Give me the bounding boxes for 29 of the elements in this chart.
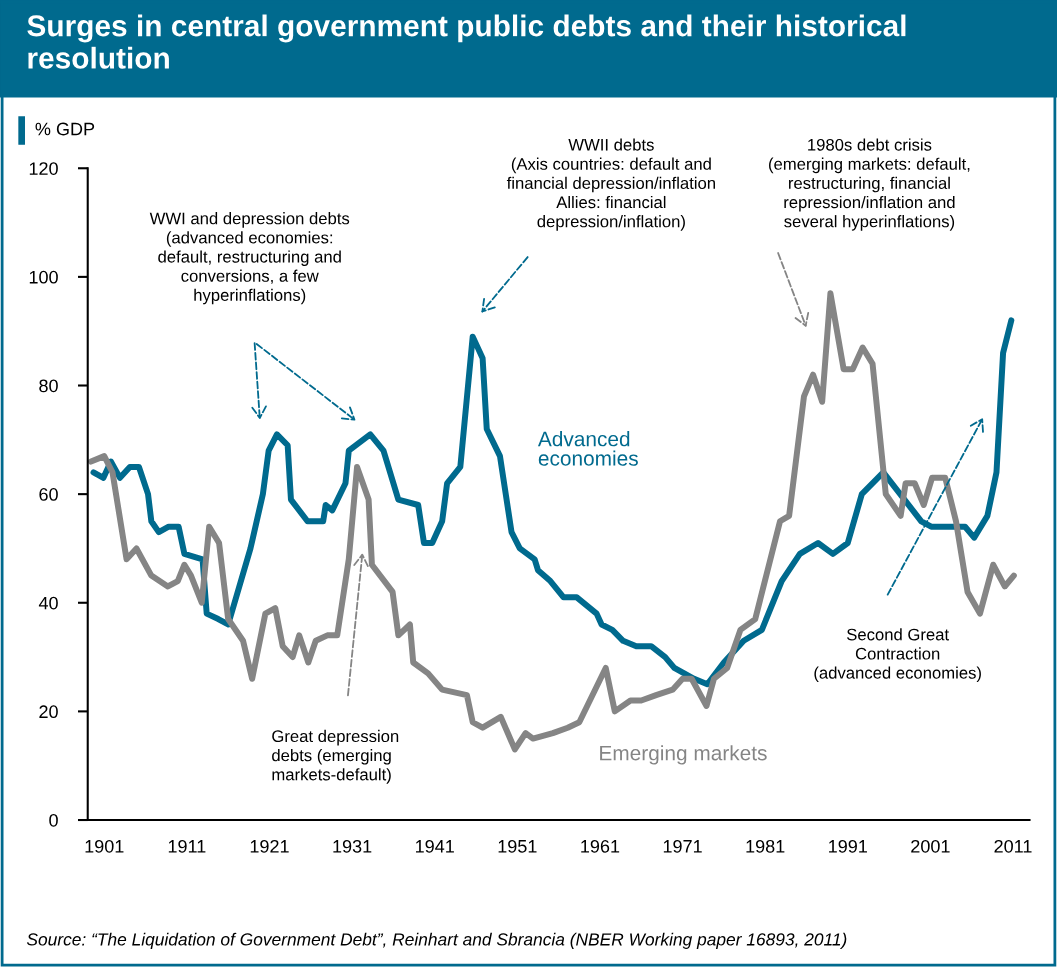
annotation: WWII debts (Axis countries: default and financial depression/inflation Allies: financial depression/inflation) bbox=[506, 138, 715, 231]
x-tick-label: 1911 bbox=[168, 839, 206, 853]
y-tick-label: 80 bbox=[39, 379, 58, 393]
chart-title: Surges in central government public debts and their historical resolution bbox=[27, 14, 906, 69]
source-note: Source: “The Liquidation of Government Debt”, Reinhart and Sbrancia (NBER Working paper 16893, 2011) bbox=[26, 932, 847, 949]
x-tick-label: 1951 bbox=[498, 839, 537, 853]
annotation: 1980s debt crisis (emerging markets: default, restructuring, financial repression/inflation and several hyperinflations) bbox=[769, 138, 970, 231]
series-label: Emerging markets bbox=[600, 745, 767, 765]
x-tick-label: 1931 bbox=[333, 839, 372, 853]
y-tick-label: 60 bbox=[39, 488, 58, 501]
x-tick-label: 1961 bbox=[581, 839, 620, 853]
y-tick-label: 120 bbox=[29, 162, 58, 175]
x-tick-label: 1941 bbox=[416, 839, 454, 853]
x-tick-label: 2001 bbox=[911, 839, 950, 853]
x-tick-label: 1981 bbox=[746, 839, 785, 853]
x-tick-label: 1901 bbox=[85, 839, 124, 853]
y-tick-label: 40 bbox=[38, 596, 58, 610]
y-tick-label: 100 bbox=[29, 270, 58, 284]
x-tick-label: 1971 bbox=[663, 839, 702, 853]
y-tick-label: 20 bbox=[39, 705, 58, 719]
y-tick-label: 0 bbox=[49, 813, 58, 827]
annotation: Second Great Contraction (advanced economies) bbox=[814, 628, 981, 683]
y-axis-title: % GDP bbox=[35, 122, 95, 136]
x-tick-label: 1991 bbox=[829, 839, 867, 853]
x-tick-label: 2011 bbox=[994, 839, 1032, 853]
series-label: Advanced economies bbox=[537, 431, 638, 466]
annotation: Great depression debts (emerging markets-default) bbox=[272, 729, 399, 784]
x-tick-label: 1921 bbox=[250, 839, 289, 853]
annotation: WWI and depression debts (advanced economies: default, restructuring and conversions, a few hyperinflations) bbox=[149, 212, 350, 305]
